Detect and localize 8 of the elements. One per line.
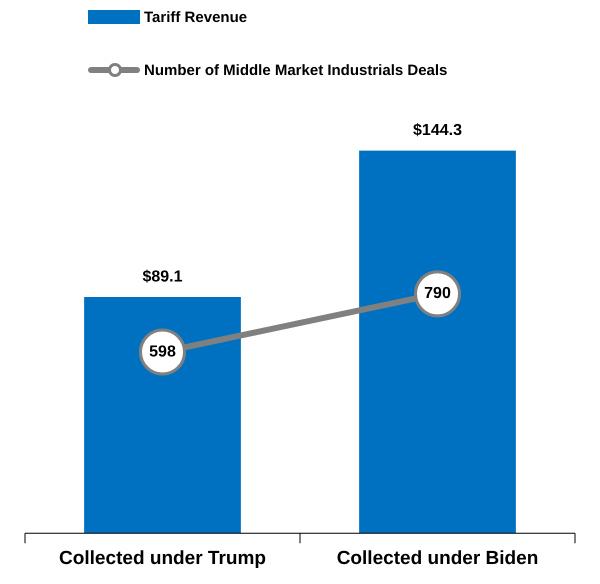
x-tick-label: Collected under Biden <box>336 548 538 569</box>
data-label: 790 <box>424 285 451 302</box>
legend-label: Tariff Revenue <box>144 8 248 26</box>
data-label: $89.1 <box>142 268 183 286</box>
legend-label: Number of Middle Market Industrials Deals <box>144 62 448 78</box>
x-tick-label: Collected under Trump <box>59 548 266 569</box>
data-label: 598 <box>149 343 176 360</box>
data-label: $144.3 <box>413 122 462 140</box>
